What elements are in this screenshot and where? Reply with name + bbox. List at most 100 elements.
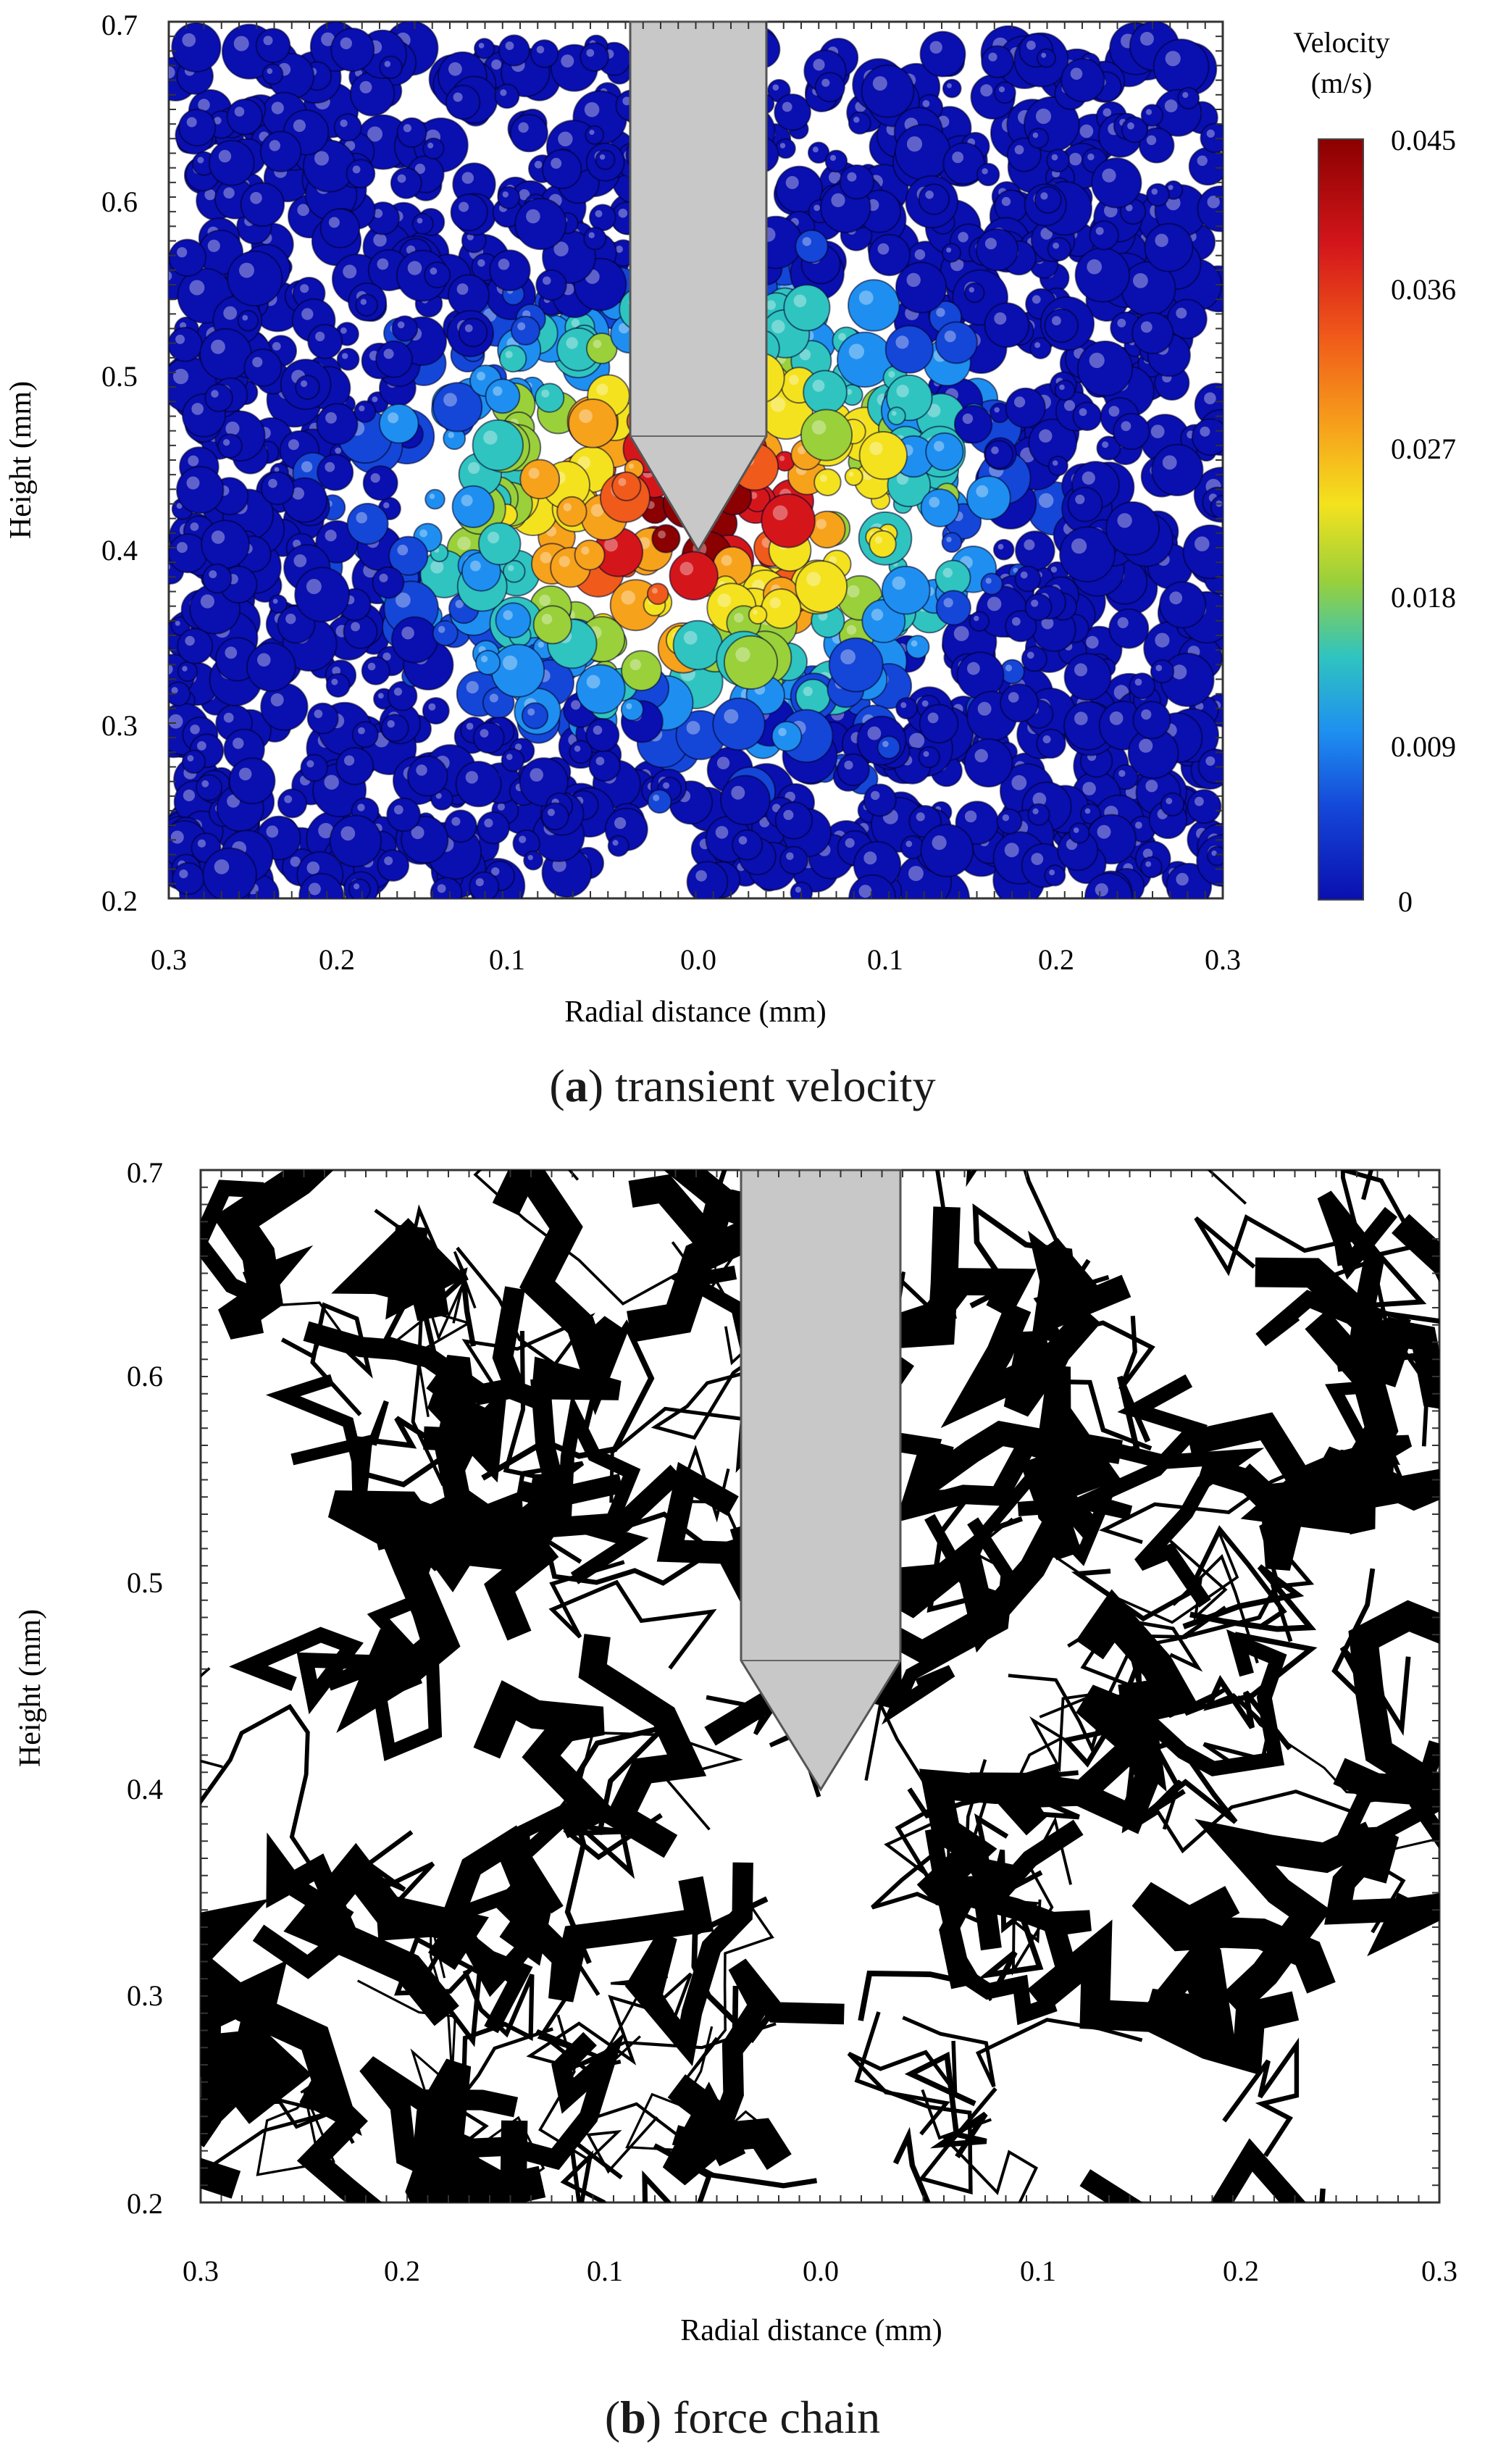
particle-highlight xyxy=(188,455,199,467)
particle-highlight xyxy=(1050,567,1058,573)
particle-highlight xyxy=(1133,273,1148,288)
particle-highlight xyxy=(846,625,857,635)
particle-highlight xyxy=(272,598,278,604)
particle-highlight xyxy=(397,174,406,183)
particle xyxy=(1140,104,1164,127)
particle-highlight xyxy=(802,237,812,246)
particle-highlight xyxy=(958,232,969,243)
particle xyxy=(375,340,413,378)
particle-highlight xyxy=(340,327,347,334)
x-tick-label: 0.3 xyxy=(151,943,187,976)
y-tick-label: 0.2 xyxy=(101,885,138,917)
x-tick-label: 0.3 xyxy=(1421,2255,1457,2287)
particle-highlight xyxy=(478,43,485,49)
particle xyxy=(595,149,616,170)
particle xyxy=(1061,58,1105,103)
particle-highlight xyxy=(170,830,184,844)
particle-highlight xyxy=(1205,756,1216,766)
particle xyxy=(920,824,974,877)
particle-highlight xyxy=(988,52,997,62)
particle-highlight xyxy=(847,172,857,182)
colorbar-title: Velocity xyxy=(1293,26,1389,59)
particle xyxy=(1197,185,1223,233)
particle xyxy=(317,454,354,491)
particle xyxy=(1047,455,1068,477)
particle xyxy=(458,317,488,348)
particle-highlight xyxy=(905,840,913,848)
particle-highlight xyxy=(200,594,214,609)
particle-highlight xyxy=(197,156,204,164)
particle xyxy=(1084,872,1133,898)
particle-highlight xyxy=(514,743,522,751)
particle-highlight xyxy=(715,826,729,839)
particle-highlight xyxy=(991,446,999,454)
particle xyxy=(277,788,308,819)
particle xyxy=(918,746,940,769)
particle xyxy=(686,861,729,898)
particle-highlight xyxy=(658,530,666,539)
particle-highlight xyxy=(942,567,953,578)
particle xyxy=(169,327,203,362)
particle-highlight xyxy=(225,421,240,436)
particle-highlight xyxy=(559,556,570,567)
panel-b-caption: (b) force chain xyxy=(604,2392,881,2443)
particle xyxy=(814,72,845,103)
particle-highlight xyxy=(1117,513,1132,528)
particle-highlight xyxy=(1151,188,1158,195)
particle xyxy=(346,503,389,545)
particle-highlight xyxy=(1176,307,1187,319)
particle-highlight xyxy=(214,859,230,874)
particle xyxy=(501,748,525,772)
particle xyxy=(1132,701,1171,740)
particle-highlight xyxy=(417,217,423,224)
particle-highlight xyxy=(838,333,846,341)
particle xyxy=(980,572,1003,596)
particle-highlight xyxy=(354,883,360,890)
particle-highlight xyxy=(1011,774,1027,790)
particle-highlight xyxy=(527,708,535,716)
particle-highlight xyxy=(1141,709,1152,720)
particle-highlight xyxy=(1014,396,1026,408)
particle xyxy=(672,619,723,671)
particle-highlight xyxy=(1012,617,1021,626)
particle xyxy=(1036,728,1066,759)
particle-highlight xyxy=(651,588,658,594)
particle-highlight xyxy=(393,805,403,815)
particle-highlight xyxy=(574,746,581,752)
particle xyxy=(1044,308,1079,343)
particle-highlight xyxy=(786,852,794,861)
particle xyxy=(1029,337,1052,359)
x-tick-label: 0.0 xyxy=(680,943,716,976)
particle-highlight xyxy=(980,84,993,97)
particle-highlight xyxy=(1082,471,1095,485)
particle xyxy=(333,113,362,142)
particle-highlight xyxy=(1074,711,1088,725)
particle-highlight xyxy=(871,609,884,621)
particle xyxy=(1076,341,1134,397)
particle-highlight xyxy=(953,626,969,641)
particle xyxy=(881,565,931,615)
particle-highlight xyxy=(373,233,387,247)
particle-highlight xyxy=(1109,711,1124,725)
particle-highlight xyxy=(584,102,600,117)
particle-highlight xyxy=(268,478,277,488)
particle xyxy=(976,162,1000,187)
particle-highlight xyxy=(994,407,1000,413)
particle xyxy=(474,38,495,59)
particle-highlight xyxy=(539,594,551,606)
particle xyxy=(262,63,284,85)
particle-highlight xyxy=(488,531,500,544)
particle xyxy=(519,459,561,500)
particle-highlight xyxy=(328,217,340,228)
particle-highlight xyxy=(173,368,189,385)
particle xyxy=(1074,247,1131,303)
particle xyxy=(319,208,361,249)
particle-highlight xyxy=(306,579,322,594)
particle xyxy=(919,30,966,78)
particle-highlight xyxy=(1052,316,1061,326)
particle-highlight xyxy=(936,308,945,317)
particle-highlight xyxy=(497,803,506,811)
particle-highlight xyxy=(1162,455,1177,470)
particle xyxy=(378,403,419,444)
particle-highlight xyxy=(1082,782,1096,795)
